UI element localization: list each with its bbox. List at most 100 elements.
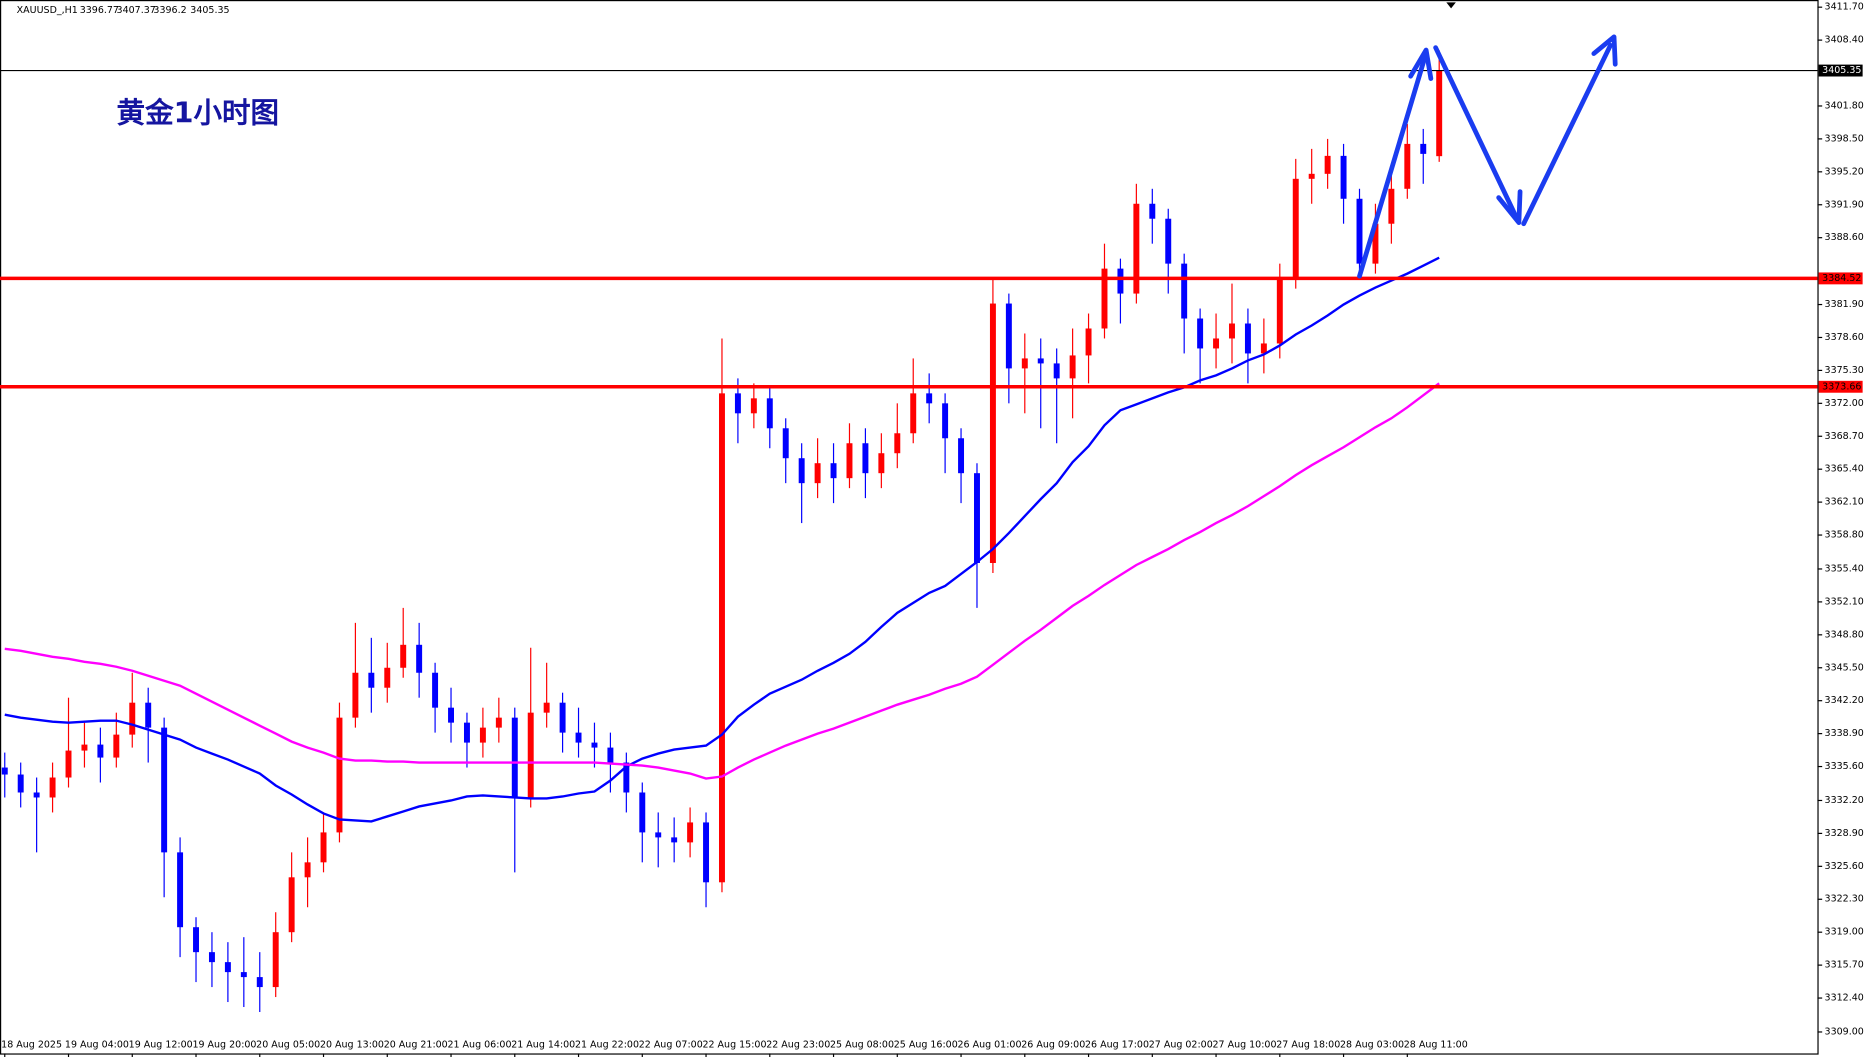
candle-body xyxy=(575,732,582,743)
y-tick-label: 3322.30 xyxy=(1825,894,1864,905)
x-tick-label: 25 Aug 16:00 xyxy=(894,1040,958,1051)
candle-body xyxy=(336,717,343,833)
candle-body xyxy=(33,792,40,798)
candle-body xyxy=(894,433,901,454)
x-tick-label: 26 Aug 01:00 xyxy=(957,1040,1021,1051)
y-tick-label: 3365.40 xyxy=(1825,464,1864,475)
candle-body xyxy=(448,707,454,723)
x-tick-label: 22 Aug 23:00 xyxy=(766,1040,830,1051)
candle-body xyxy=(256,977,263,988)
candle-body xyxy=(511,717,518,798)
y-tick-label: 3358.80 xyxy=(1825,530,1864,541)
y-tick-label: 3362.10 xyxy=(1825,497,1864,508)
x-tick-label: 20 Aug 05:00 xyxy=(256,1040,320,1051)
candle-body xyxy=(655,832,662,838)
x-tick-label: 26 Aug 17:00 xyxy=(1085,1040,1149,1051)
candle-body xyxy=(129,702,136,735)
header-low: 3396.2 xyxy=(153,5,186,16)
candle-body xyxy=(1021,358,1028,369)
x-tick-label: 21 Aug 22:00 xyxy=(575,1040,639,1051)
moving-average xyxy=(4,382,1440,780)
candle-body xyxy=(1069,355,1076,379)
candle-body xyxy=(352,672,359,718)
arrow-line xyxy=(1433,45,1521,223)
candle-body xyxy=(878,453,885,474)
candle-body xyxy=(750,398,757,414)
y-tick-label: 3388.60 xyxy=(1825,232,1864,243)
y-tick-label: 3355.40 xyxy=(1825,563,1864,574)
candle-body xyxy=(607,747,614,763)
x-tick-label: 22 Aug 07:00 xyxy=(639,1040,703,1051)
candle-body xyxy=(81,744,88,751)
candle-body xyxy=(304,862,311,878)
arrow-head xyxy=(1408,47,1434,81)
candle-body xyxy=(432,672,439,708)
candle-body xyxy=(193,927,199,953)
y-tick-label: 3348.80 xyxy=(1825,629,1864,640)
candle-body xyxy=(17,774,24,793)
candle-body xyxy=(1181,263,1188,319)
x-tick-label: 18 Aug 2025 xyxy=(1,1040,62,1051)
y-tick-label: 3332.20 xyxy=(1825,795,1864,806)
candle-body xyxy=(910,393,917,434)
candle-body xyxy=(1229,323,1235,339)
candle-body xyxy=(1085,328,1092,356)
arrow-line xyxy=(1521,42,1613,227)
candle-body xyxy=(1324,155,1331,174)
y-tick-label: 3352.10 xyxy=(1825,596,1864,607)
candle-body xyxy=(288,877,295,933)
candle-body xyxy=(1,767,8,775)
y-tick-label: 3372.00 xyxy=(1825,398,1864,409)
candle-body xyxy=(1292,178,1299,279)
y-tick-label: 3338.90 xyxy=(1825,728,1864,739)
price-tag-label: 3405.35 xyxy=(1822,65,1861,76)
x-tick-label: 27 Aug 10:00 xyxy=(1212,1040,1276,1051)
candle-body xyxy=(687,822,694,843)
candle-body xyxy=(240,972,247,978)
candle-body xyxy=(623,762,630,793)
y-tick-label: 3395.20 xyxy=(1825,166,1864,177)
candle-body xyxy=(208,952,215,963)
candle-body xyxy=(1356,198,1363,264)
x-tick-label: 28 Aug 11:00 xyxy=(1404,1040,1468,1051)
x-tick-label: 19 Aug 04:00 xyxy=(65,1040,129,1051)
y-tick-label: 3391.90 xyxy=(1825,199,1864,210)
x-tick-label: 20 Aug 21:00 xyxy=(384,1040,448,1051)
shift-marker xyxy=(1446,2,1456,9)
candle-body xyxy=(224,962,231,973)
candle-body xyxy=(1197,318,1204,349)
candle-body xyxy=(989,303,996,563)
y-tick-label: 3381.90 xyxy=(1825,299,1864,310)
x-tick-label: 25 Aug 08:00 xyxy=(830,1040,894,1051)
moving-average xyxy=(4,256,1440,823)
forecast-arrows xyxy=(1357,34,1618,279)
x-tick-label: 21 Aug 06:00 xyxy=(447,1040,511,1051)
y-tick-label: 3411.70 xyxy=(1825,2,1864,13)
x-tick-label: 22 Aug 15:00 xyxy=(702,1040,766,1051)
candle-body xyxy=(1005,303,1012,369)
header-open: 3396.77 xyxy=(80,5,119,16)
y-tick-label: 3335.60 xyxy=(1825,761,1864,772)
candle-body xyxy=(272,932,279,988)
candle-body xyxy=(926,393,933,404)
candle-body xyxy=(1053,363,1060,379)
y-tick-label: 3401.80 xyxy=(1825,100,1864,111)
x-tick-label: 27 Aug 02:00 xyxy=(1149,1040,1213,1051)
y-tick-label: 3345.50 xyxy=(1825,662,1864,673)
candle-body xyxy=(1436,70,1443,157)
header-close: 3405.35 xyxy=(190,5,229,16)
candle-body xyxy=(1037,358,1044,364)
x-tick-label: 19 Aug 20:00 xyxy=(192,1040,256,1051)
candle-body xyxy=(161,727,168,853)
x-tick-label: 19 Aug 12:00 xyxy=(129,1040,193,1051)
candle-body xyxy=(145,702,152,728)
candle-body xyxy=(1276,278,1283,344)
candle-body xyxy=(958,438,965,474)
candle-body xyxy=(113,734,120,758)
candle-body xyxy=(1101,268,1108,329)
candle-body xyxy=(591,742,598,748)
candle-body xyxy=(671,837,678,843)
candle-body xyxy=(846,443,853,479)
y-tick-label: 3312.40 xyxy=(1825,993,1864,1004)
